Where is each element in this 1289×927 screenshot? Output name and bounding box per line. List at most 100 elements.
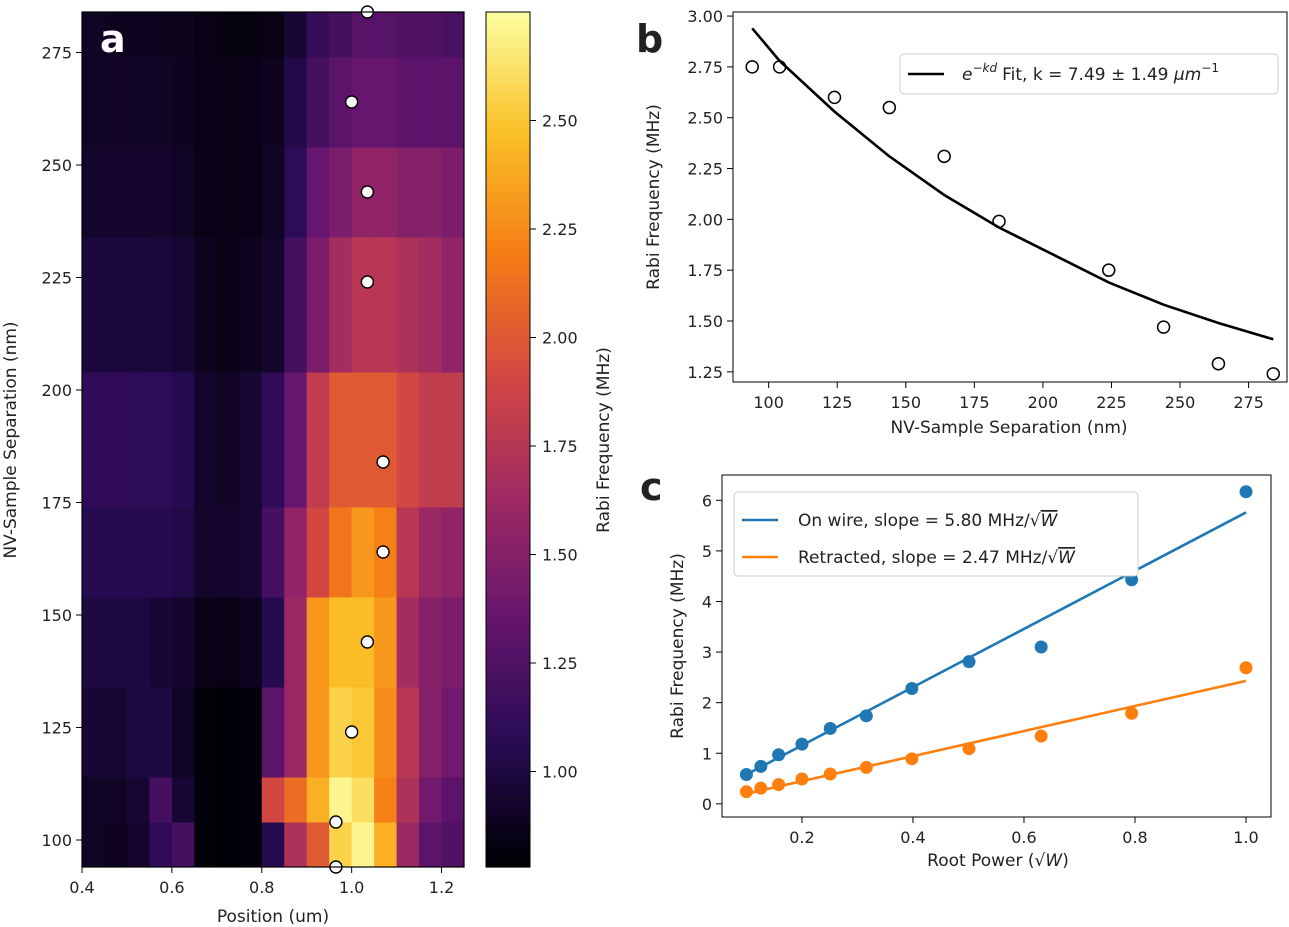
heatmap-cell <box>126 597 150 688</box>
panel-c-legend: On wire, slope = 5.80 MHz/√W Retracted, … <box>733 491 1139 577</box>
heatmap-cell <box>239 822 263 868</box>
heatmap-point <box>360 275 375 289</box>
colorbar-step <box>486 703 530 711</box>
data-point <box>754 759 768 773</box>
x-tick-label: 150 <box>891 393 922 412</box>
heatmap-cell <box>306 372 330 508</box>
heatmap-point <box>360 185 375 199</box>
colorbar-step <box>486 475 530 483</box>
colorbar-ticks: 1.00 1.25 1.50 1.75 2.00 2.25 2.50 <box>530 112 578 782</box>
heatmap-cell <box>419 147 443 238</box>
colorbar-step <box>486 76 530 84</box>
heatmap-cell <box>239 12 263 58</box>
colorbar-step <box>486 817 530 825</box>
colorbar-step <box>486 396 530 405</box>
heatmap-cell <box>171 822 195 868</box>
heatmap-cell <box>216 147 240 238</box>
colorbar-step <box>486 54 530 63</box>
heatmap-cell <box>194 597 218 688</box>
colorbar-tick-label: 1.50 <box>542 546 578 565</box>
x-tick-label: 0.4 <box>69 878 94 897</box>
colorbar-step <box>486 724 530 733</box>
panel-a-letter: a <box>100 17 126 61</box>
colorbar-step <box>486 90 530 99</box>
panel-c-letter: c <box>640 465 663 509</box>
panel-b-legend: e−kd Fit, k = 7.49 ± 1.49 μm−1 <box>899 53 1279 95</box>
heatmap-cell <box>126 372 150 508</box>
colorbar-step <box>486 69 530 77</box>
x-tick-label: 225 <box>1096 393 1127 412</box>
heatmap-cell <box>126 822 150 868</box>
colorbar-step <box>486 646 530 654</box>
colorbar-step <box>486 859 530 868</box>
colorbar-step <box>486 496 530 505</box>
data-point <box>962 655 976 669</box>
heatmap-cell <box>126 57 150 148</box>
heatmap-point <box>344 95 359 109</box>
data-point <box>739 785 753 799</box>
x-tick-label: 0.6 <box>159 878 184 897</box>
panel-c-ylabel: Rabi Frequency (MHz) <box>668 553 688 739</box>
colorbar-step <box>486 468 530 476</box>
colorbar-step <box>486 760 530 768</box>
colorbar-step <box>486 525 530 533</box>
heatmap-cell <box>441 507 465 598</box>
x-tick-label: 250 <box>1165 393 1196 412</box>
heatmap-cell <box>149 12 173 58</box>
colorbar-step <box>486 19 530 27</box>
x-tick-label: 100 <box>753 393 784 412</box>
colorbar-step <box>486 375 530 384</box>
heatmap-cell <box>374 372 398 508</box>
colorbar-step <box>486 674 530 683</box>
panel-b-ylabel: Rabi Frequency (MHz) <box>644 104 664 290</box>
heatmap-cell <box>82 147 105 238</box>
heatmap-cell <box>149 777 173 823</box>
colorbar-step <box>486 183 530 191</box>
colorbar-step <box>486 460 530 469</box>
heatmap-cell <box>329 372 353 508</box>
data-point <box>882 100 897 115</box>
colorbar-step <box>486 361 530 369</box>
x-tick-label: 200 <box>1028 393 1059 412</box>
colorbar-step <box>486 731 530 740</box>
heatmap-cell <box>329 507 353 598</box>
colorbar-step <box>486 574 530 583</box>
colorbar-step <box>486 418 530 426</box>
colorbar-step <box>486 254 530 262</box>
heatmap-cell <box>104 507 128 598</box>
heatmap-cell <box>216 12 240 58</box>
heatmap-cell <box>261 57 285 148</box>
x-tick-label: 0.6 <box>1011 828 1036 847</box>
heatmap-cell <box>171 147 195 238</box>
heatmap-cell <box>126 507 150 598</box>
heatmap-cell <box>396 57 420 148</box>
colorbar: 1.00 1.25 1.50 1.75 2.00 2.25 2.50 Rabi Freque… <box>485 11 614 868</box>
heatmap-cell <box>194 822 218 868</box>
heatmap-cell <box>149 237 173 373</box>
heatmap-cell <box>149 372 173 508</box>
y-tick-label: 5 <box>702 542 712 561</box>
y-tick-label: 2.50 <box>687 109 723 128</box>
colorbar-step <box>486 425 530 433</box>
colorbar-step <box>486 446 530 455</box>
x-tick-label: 0.8 <box>1122 828 1147 847</box>
heatmap-cell <box>194 237 218 373</box>
panel-a-ylabel: NV-Sample Separation (nm) <box>1 321 21 558</box>
heatmap-cell <box>104 57 128 148</box>
heatmap-cell <box>239 687 263 778</box>
data-point <box>859 760 873 774</box>
heatmap-cell <box>284 372 308 508</box>
heatmap-cell <box>239 597 263 688</box>
colorbar-step <box>486 289 530 298</box>
data-point <box>795 737 809 751</box>
data-point <box>1125 706 1139 720</box>
heatmap-cells <box>82 12 465 868</box>
heatmap-cell <box>239 57 263 148</box>
y-tick-label: 0 <box>702 795 712 814</box>
data-point <box>772 60 787 74</box>
x-tick-label: 0.4 <box>900 828 925 847</box>
heatmap-cell <box>171 687 195 778</box>
colorbar-step <box>486 738 530 747</box>
heatmap-cell <box>329 687 353 778</box>
heatmap-cell <box>396 597 420 688</box>
